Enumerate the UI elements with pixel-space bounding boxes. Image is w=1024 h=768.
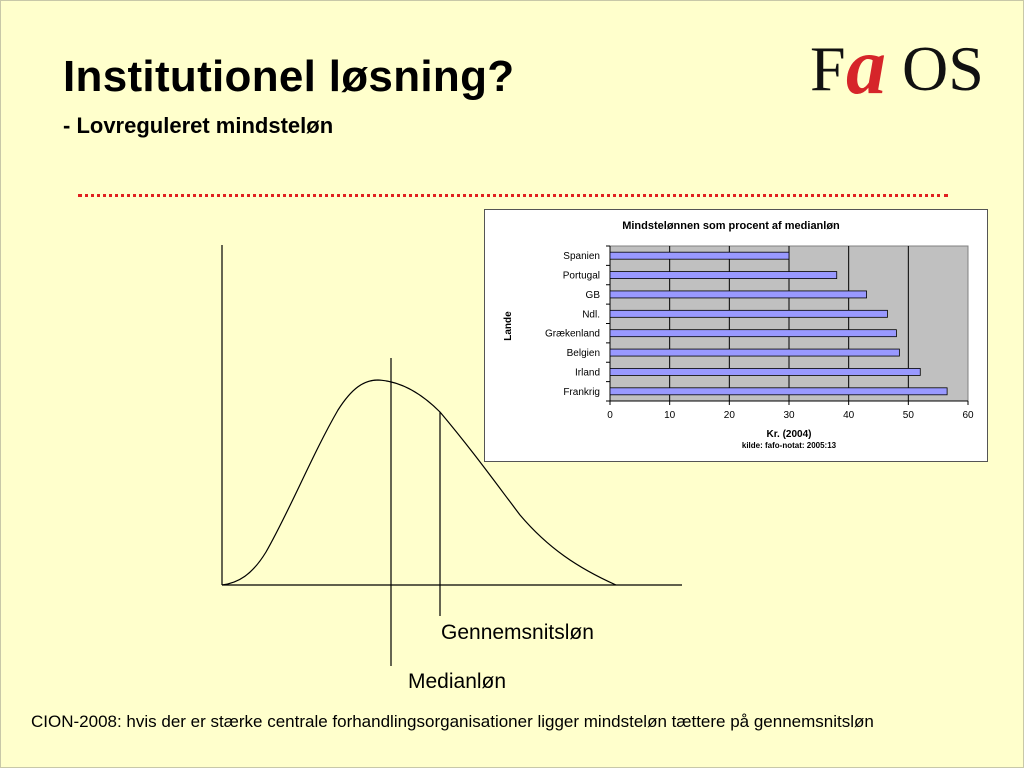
x-axis-label: Kr. (2004) [766,429,811,440]
x-tick-label: 10 [664,410,676,421]
mean-wage-label: Gennemsnitsløn [441,621,594,644]
footnote: CION-2008: hvis der er stærke centrale f… [31,712,874,731]
x-tick-label: 0 [607,410,613,421]
x-tick-label: 40 [843,410,855,421]
category-label: GB [586,290,601,301]
bar-frankrig [609,387,948,396]
chart-source: kilde: fafo-notat: 2005:13 [742,441,837,450]
faos-logo: F a OS [806,23,1002,111]
bar-ndl [609,309,888,318]
median-wage-label: Medianløn [408,670,507,693]
slide-subtitle: - Lovreguleret mindsteløn [63,113,334,138]
bar-portugal [609,271,838,279]
x-tick-label: 60 [962,410,974,421]
dotted-divider [78,194,948,197]
x-tick-label: 20 [724,410,736,421]
minimum-wage-bar-chart: Mindstelønnen som procent af medianløn 0… [503,220,974,450]
distribution-curve [221,379,617,586]
category-label: Grækenland [545,329,600,340]
bar-grækenland [609,329,897,338]
logo-letters-os: OS [902,33,984,104]
bar-irland [609,368,921,376]
bar-spanien [609,251,790,260]
category-label: Spanien [563,251,600,262]
chart-title: Mindstelønnen som procent af medianløn [622,220,840,232]
chart-box: Mindstelønnen som procent af medianløn 0… [484,209,988,462]
x-tick-label: 30 [783,410,795,421]
category-label: Ndl. [582,309,600,320]
category-label: Frankrig [563,387,600,398]
bar-belgien [609,348,900,357]
category-label: Portugal [563,271,600,282]
bar-gb [609,290,867,299]
logo-letter-f: F [810,33,846,104]
y-axis-label: Lande [503,311,514,341]
x-tick-label: 50 [903,410,915,421]
logo-letter-a: a [846,23,886,111]
slide-title: Institutionel løsning? [63,52,515,101]
category-label: Irland [575,367,600,378]
category-label: Belgien [567,348,600,359]
